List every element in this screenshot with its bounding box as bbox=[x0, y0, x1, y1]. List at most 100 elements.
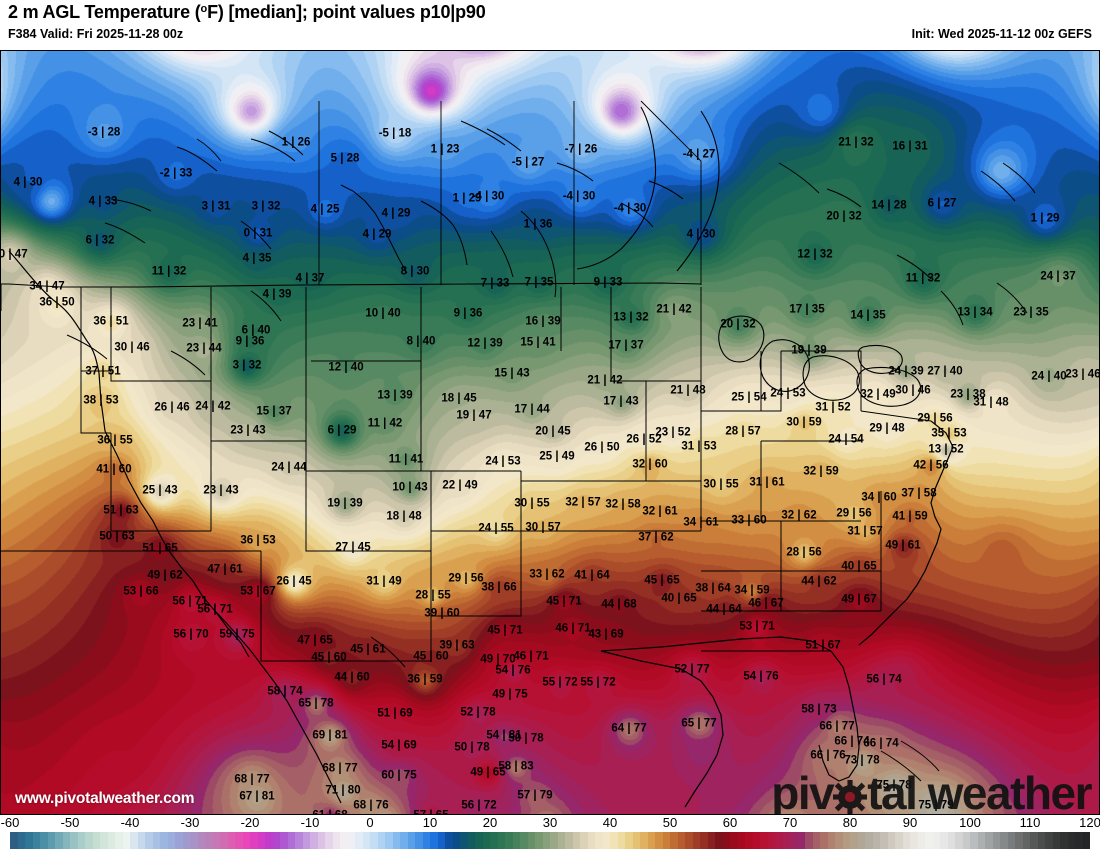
point-value-label: 32 | 61 bbox=[642, 505, 678, 518]
colorbar-swatch bbox=[1015, 832, 1023, 849]
colorbar-swatch bbox=[70, 832, 78, 849]
colorbar-swatch bbox=[580, 832, 588, 849]
point-value-label: 34 | 61 bbox=[683, 516, 719, 529]
point-value-label: 34 | 59 bbox=[734, 584, 770, 597]
colorbar-swatch bbox=[460, 832, 468, 849]
point-value-label: 56 | 74 bbox=[866, 673, 902, 686]
colorbar-tick: 120 bbox=[1079, 815, 1100, 830]
point-value-label: 9 | 36 bbox=[235, 335, 265, 348]
colorbar-swatch bbox=[692, 832, 700, 849]
point-value-label: 29 | 56 bbox=[917, 412, 953, 425]
point-value-label: 55 | 72 bbox=[542, 676, 578, 689]
colorbar-swatch bbox=[145, 832, 153, 849]
colorbar-swatch bbox=[902, 832, 910, 849]
point-value-label: 30 | 57 bbox=[525, 521, 561, 534]
point-value-label: 40 | 65 bbox=[841, 560, 877, 573]
point-value-label: 56 | 70 bbox=[173, 628, 209, 641]
colorbar-swatch bbox=[880, 832, 888, 849]
colorbar-swatch bbox=[115, 832, 123, 849]
colorbar-swatch bbox=[940, 832, 948, 849]
point-value-label: 33 | 62 bbox=[529, 568, 565, 581]
init-time-label: Init: Wed 2025-11-12 00z GEFS bbox=[911, 27, 1092, 41]
point-value-label: 31 | 48 bbox=[973, 396, 1009, 409]
point-value-label: -5 | 27 bbox=[511, 156, 545, 169]
point-value-label: 46 | 67 bbox=[748, 597, 784, 610]
colorbar-tick: 80 bbox=[842, 815, 858, 830]
point-value-label: 15 | 37 bbox=[256, 405, 292, 418]
point-value-label: 28 | 57 bbox=[725, 425, 761, 438]
map-viewport[interactable]: -3 | 28 1 | 26 -5 | 18 5 | 28 1 | 23 -5 | 27 -… bbox=[0, 50, 1100, 815]
point-value-label: 17 | 35 bbox=[789, 303, 825, 316]
valid-time-label: F384 Valid: Fri 2025-11-28 00z bbox=[8, 27, 184, 41]
colorbar-swatch bbox=[857, 832, 865, 849]
point-value-label: 12 | 40 bbox=[328, 361, 364, 374]
point-value-label: 29 | 56 bbox=[448, 572, 484, 585]
point-value-label: 1 | 26 bbox=[281, 136, 311, 149]
point-value-label: 51 | 63 bbox=[103, 504, 139, 517]
point-value-label: 49 | 65 bbox=[470, 766, 506, 779]
point-value-label: 31 | 49 bbox=[366, 575, 402, 588]
point-value-label: 58 | 83 bbox=[498, 760, 534, 773]
point-value-label: 4 | 35 bbox=[242, 252, 272, 265]
point-value-label: 15 | 43 bbox=[494, 367, 530, 380]
degree-symbol: o bbox=[200, 3, 208, 15]
point-value-label: 16 | 39 bbox=[525, 315, 561, 328]
point-value-label: 64 | 77 bbox=[611, 722, 647, 735]
point-value-label: 55 | 72 bbox=[580, 676, 616, 689]
point-value-label: 27 | 45 bbox=[335, 541, 371, 554]
colorbar-swatch bbox=[340, 832, 348, 849]
point-value-label: 9 | 33 bbox=[593, 276, 623, 289]
colorbar-swatch bbox=[332, 832, 340, 849]
point-value-label: 13 | 39 bbox=[377, 389, 413, 402]
colorbar-swatch bbox=[1052, 832, 1060, 849]
colorbar-swatch bbox=[1030, 832, 1038, 849]
point-value-label: 44 | 64 bbox=[706, 603, 742, 616]
colorbar-swatch bbox=[767, 832, 775, 849]
point-value-label: 65 | 77 bbox=[681, 717, 717, 730]
point-value-label: 26 | 46 bbox=[154, 401, 190, 414]
colorbar-tick: 100 bbox=[959, 815, 981, 830]
point-value-label: -2 | 33 bbox=[159, 167, 193, 180]
colorbar-swatch bbox=[280, 832, 288, 849]
colorbar-swatch bbox=[287, 832, 295, 849]
colorbar-swatch bbox=[497, 832, 505, 849]
point-value-label: 4 | 37 bbox=[295, 272, 325, 285]
point-value-label: 11 | 32 bbox=[905, 272, 941, 285]
point-value-label: 24 | 53 bbox=[770, 387, 806, 400]
point-value-label: 4 | 33 bbox=[88, 195, 118, 208]
point-value-label: 65 | 78 bbox=[298, 697, 334, 710]
colorbar-swatch bbox=[452, 832, 460, 849]
point-value-label: 41 | 59 bbox=[892, 510, 928, 523]
point-value-label: 19 | 47 bbox=[456, 409, 492, 422]
colorbar-swatch bbox=[760, 832, 768, 849]
point-value-label: 23 | 38 bbox=[950, 388, 986, 401]
colorbar-swatch bbox=[250, 832, 258, 849]
colorbar-swatch bbox=[827, 832, 835, 849]
colorbar-swatch bbox=[842, 832, 850, 849]
point-value-label: 40 | 65 bbox=[661, 592, 697, 605]
colorbar-swatch bbox=[430, 832, 438, 849]
point-value-label: 47 | 61 bbox=[207, 563, 243, 576]
colorbar-swatch bbox=[227, 832, 235, 849]
point-value-label: 34 | 60 bbox=[861, 491, 897, 504]
colorbar-swatch bbox=[85, 832, 93, 849]
point-value-label: 42 | 56 bbox=[913, 459, 949, 472]
colorbar-swatch bbox=[632, 832, 640, 849]
point-value-label: 45 | 60 bbox=[311, 651, 347, 664]
point-value-label: 23 | 35 bbox=[1013, 306, 1049, 319]
point-value-label: 49 | 61 bbox=[885, 539, 921, 552]
colorbar-tick: 20 bbox=[482, 815, 498, 830]
point-value-label: 17 | 43 bbox=[603, 395, 639, 408]
colorbar-swatch bbox=[977, 832, 985, 849]
colorbar-swatch bbox=[737, 832, 745, 849]
colorbar-legend: -60 -50 -40 -30 -20 -10 0 10 20 30 40 50 60 70 80 90 100… bbox=[0, 815, 1100, 850]
point-value-label: 24 | 37 bbox=[1040, 270, 1076, 283]
point-value-label: 29 | 48 bbox=[869, 422, 905, 435]
point-value-label: 52 | 78 bbox=[460, 706, 496, 719]
colorbar-swatch bbox=[257, 832, 265, 849]
point-value-label: -4 | 30 bbox=[471, 190, 505, 203]
colorbar-swatch bbox=[317, 832, 325, 849]
point-value-label: 24 | 44 bbox=[271, 461, 307, 474]
point-value-label: 13 | 52 bbox=[928, 443, 964, 456]
